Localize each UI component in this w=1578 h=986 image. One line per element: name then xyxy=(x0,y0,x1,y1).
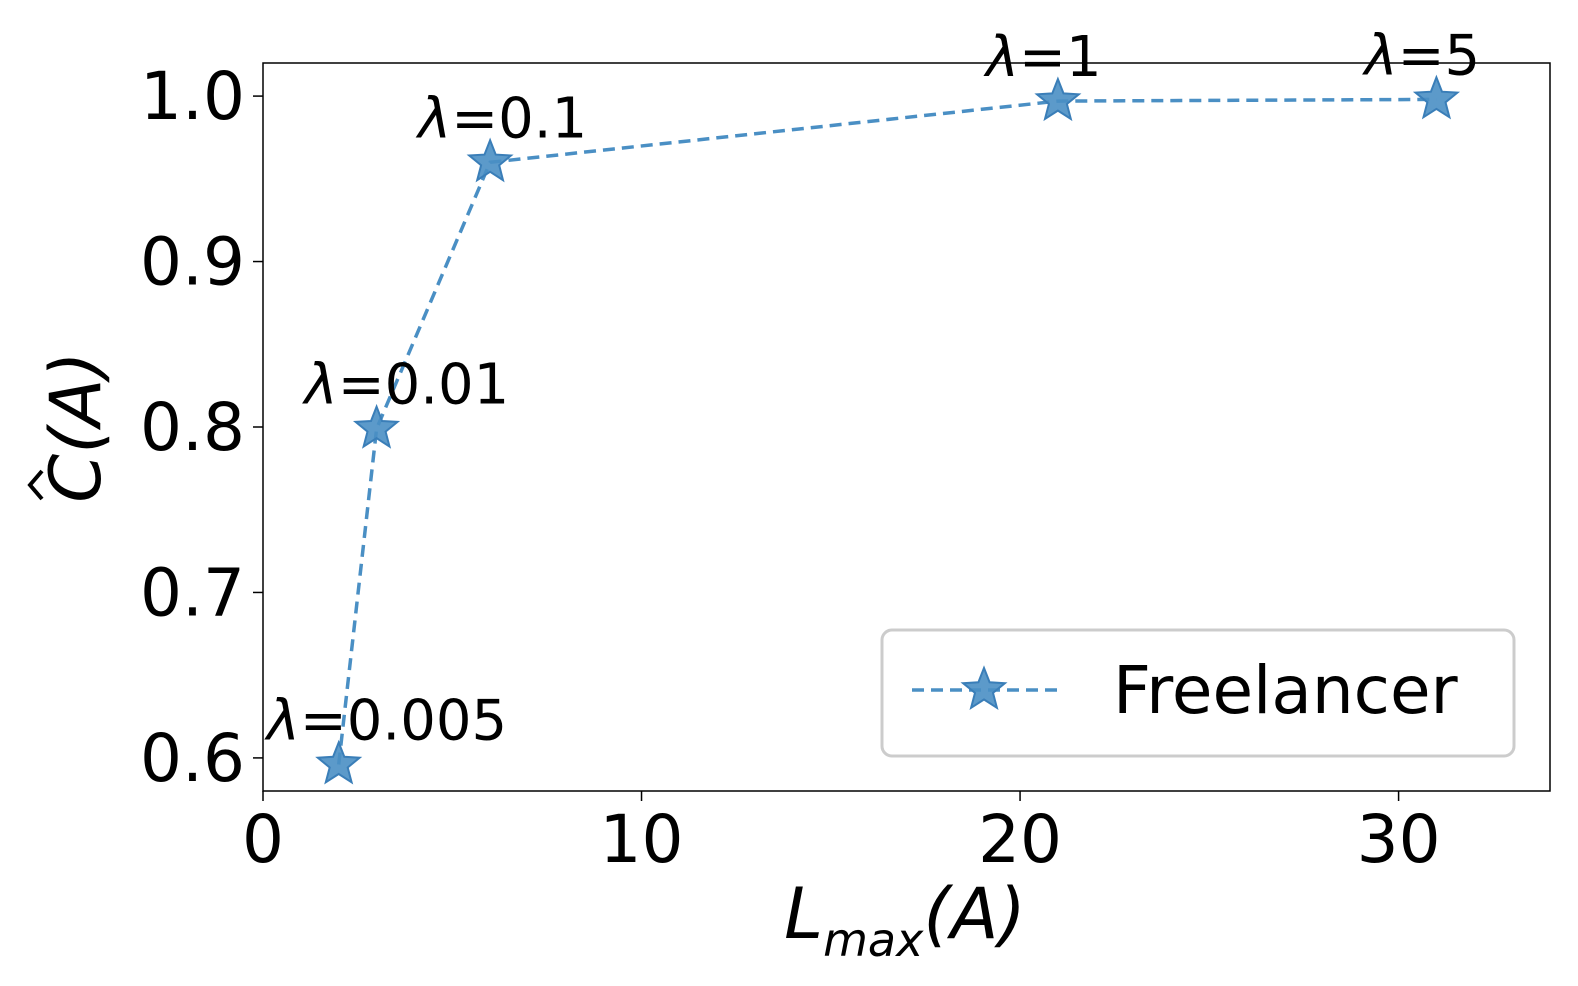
data-point-star xyxy=(315,739,363,785)
y-tick-label: 1.0 xyxy=(140,58,245,135)
y-tick-label: 0.8 xyxy=(140,389,245,466)
y-tick-label: 0.9 xyxy=(140,224,245,301)
data-point-star xyxy=(1034,76,1082,122)
legend-label: Freelancer xyxy=(1113,652,1459,729)
data-point-star xyxy=(466,137,514,183)
point-annotation: λ=5 xyxy=(1361,23,1480,88)
x-tick-label: 10 xyxy=(600,801,684,878)
point-annotation: λ=0.005 xyxy=(264,689,507,754)
point-annotations: λ=0.005 λ=0.01 λ=0.1 λ=1 λ=5 xyxy=(264,23,1480,753)
legend-star-marker xyxy=(960,665,1008,711)
legend: Freelancer xyxy=(880,628,1516,758)
x-axis-ticks: 0 10 20 30 xyxy=(242,791,1441,878)
x-tick-label: 0 xyxy=(242,801,284,878)
point-annotation: λ=0.01 xyxy=(302,353,510,418)
y-axis-label: C(A) xyxy=(27,351,117,503)
data-point-star xyxy=(352,403,401,449)
x-axis-label: Lmax(A) xyxy=(784,873,1026,967)
legend-box xyxy=(880,628,1516,758)
svg-text:C(A): C(A) xyxy=(35,351,117,502)
y-tick-label: 0.6 xyxy=(140,720,245,797)
y-tick-label: 0.7 xyxy=(140,554,245,631)
y-axis-ticks: 0.6 0.7 0.8 0.9 1.0 xyxy=(140,58,263,797)
series-layer xyxy=(315,74,1461,785)
point-annotation: λ=0.1 xyxy=(415,86,587,151)
data-point-star xyxy=(1412,74,1461,120)
x-tick-label: 20 xyxy=(978,801,1062,878)
point-annotation: λ=1 xyxy=(983,25,1102,90)
hat-accent xyxy=(27,469,44,501)
x-tick-label: 30 xyxy=(1357,801,1441,878)
